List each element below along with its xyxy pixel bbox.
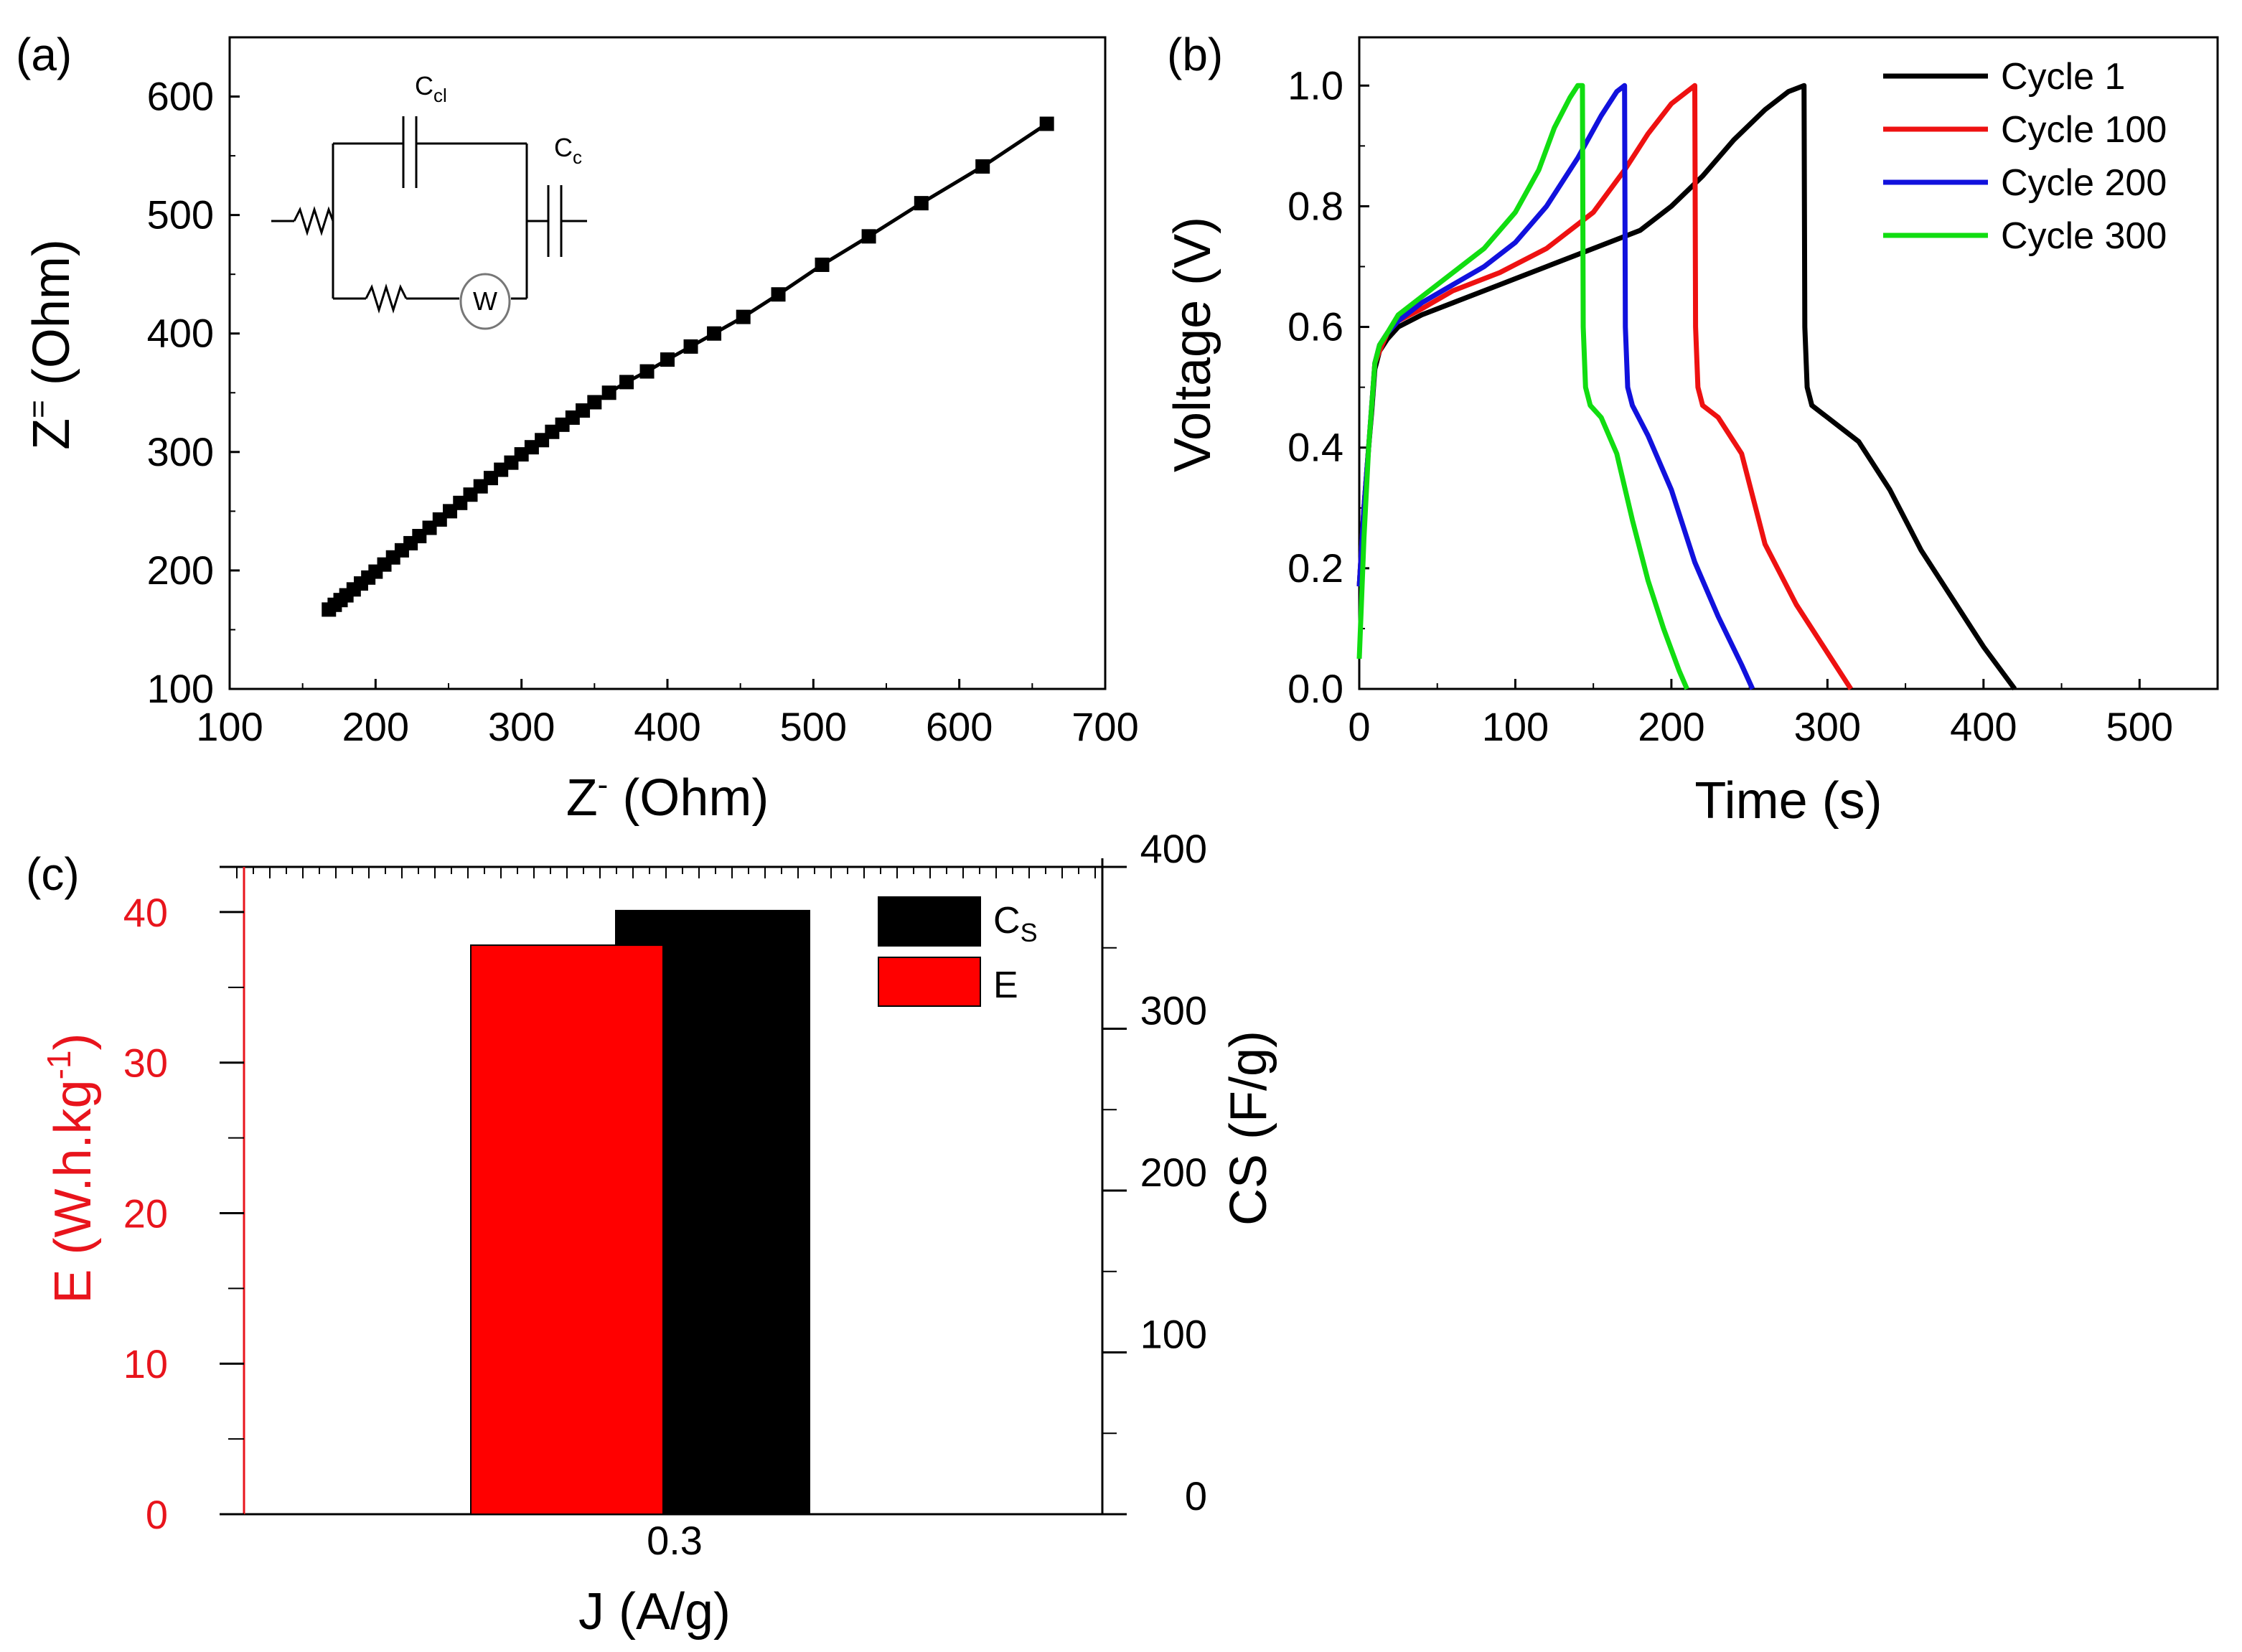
x-tick-label: 100 — [1482, 704, 1549, 749]
left-tick-label: 10 — [123, 1341, 168, 1386]
legend-e-swatch — [878, 957, 981, 1007]
y-tick-label: 0.8 — [1287, 183, 1343, 228]
right-tick-label: 0 — [1185, 1473, 1207, 1519]
data-point — [736, 309, 751, 324]
right-tick-label: 200 — [1140, 1150, 1207, 1195]
legend-label-cycle-200: Cycle 200 — [2001, 162, 2167, 204]
data-point — [587, 395, 602, 410]
x-tick-label: 400 — [1950, 704, 2017, 749]
panel-b-data-series — [1356, 83, 2017, 691]
left-tick-label: 0 — [146, 1492, 168, 1537]
x-tick-label: 100 — [196, 704, 263, 749]
panel-c-x-axis-title: J (A/g) — [578, 1583, 731, 1641]
data-point — [601, 385, 616, 400]
legend-label-cycle-100: Cycle 100 — [2001, 109, 2167, 151]
y-tick-label: 100 — [147, 666, 214, 711]
panel-b-plot-frame — [1358, 36, 2219, 690]
y-tick-label: 0.6 — [1287, 304, 1343, 349]
data-point — [707, 326, 722, 341]
y-tick-label: 200 — [147, 548, 214, 593]
panel-c-right-axis: 0 100 200 300 400 — [1102, 826, 1207, 1519]
panel-a-y-axis: 100 200 300 400 500 600 — [147, 74, 240, 711]
panel-c-left-axis-title: E (W.h.kg-1) — [40, 1033, 102, 1304]
panel-a-x-axis: 100 200 300 400 500 600 700 — [196, 679, 1139, 749]
data-point — [576, 403, 591, 418]
legend-cs-swatch — [878, 896, 981, 947]
warburg-element-icon — [459, 273, 511, 330]
panel-b-label: (b) — [1167, 29, 1223, 80]
data-point — [683, 339, 698, 354]
data-point — [771, 287, 786, 302]
x-tick-label: 400 — [634, 704, 700, 749]
series-line-cycle-1 — [1356, 83, 2017, 691]
x-tick-label: 500 — [2106, 704, 2173, 749]
right-tick-label: 300 — [1140, 988, 1207, 1033]
left-tick-label: 40 — [123, 890, 168, 935]
series-line-cycle-300 — [1356, 83, 1689, 690]
y-tick-label: 400 — [147, 311, 214, 356]
x-tick-label: 200 — [342, 704, 409, 749]
resistor-series-icon — [293, 205, 334, 237]
x-tick-label: 300 — [1794, 704, 1861, 749]
panel-b-y-axis: 0.0 0.2 0.4 0.6 0.8 1.0 — [1287, 62, 1369, 711]
y-tick-label: 600 — [147, 74, 214, 119]
panel-c-bars — [470, 909, 810, 1516]
y-tick-label: 1.0 — [1287, 62, 1343, 108]
panel-b-y-axis-title: Voltage (V) — [1164, 217, 1221, 472]
panel-b-legend: Cycle 1 Cycle 100 Cycle 200 Cycle 300 — [1883, 56, 2167, 257]
y-tick-label: 0.4 — [1287, 425, 1343, 470]
panel-b-x-axis-title: Time (s) — [1694, 772, 1882, 830]
panel-c-x-tick-label: 0.3 — [647, 1518, 703, 1563]
panel-c-label: (c) — [26, 848, 80, 900]
x-tick-label: 500 — [780, 704, 847, 749]
data-point — [1039, 116, 1054, 131]
series-line-cycle-100 — [1356, 83, 1853, 690]
nyquist-line — [327, 122, 1049, 611]
left-tick-label: 30 — [123, 1041, 168, 1086]
y-tick-label: 0.0 — [1287, 666, 1343, 711]
data-point — [815, 257, 830, 272]
equivalent-circuit-inset — [271, 116, 587, 330]
panel-a-x-axis-title: Z- (Ohm) — [566, 767, 769, 827]
data-point — [975, 159, 990, 174]
data-point — [914, 196, 929, 211]
panel-a-label: (a) — [16, 29, 72, 80]
legend-label-cycle-300: Cycle 300 — [2001, 215, 2167, 257]
right-tick-label: 400 — [1140, 826, 1207, 871]
right-tick-label: 100 — [1140, 1312, 1207, 1357]
panel-b-charge-discharge-chart: (b) 0 100 200 300 400 500 0.00.20.40.60.81.0 … — [1164, 29, 2219, 830]
panel-a-data-series — [322, 116, 1054, 617]
x-tick-label: 300 — [488, 704, 555, 749]
x-tick-label: 600 — [926, 704, 993, 749]
x-tick-label: 0 — [1348, 704, 1370, 749]
panel-c-left-axis: 0 10 20 30 40 — [123, 890, 244, 1537]
resistor-parallel-icon — [365, 283, 408, 314]
y-tick-label: 500 — [147, 192, 214, 238]
panel-a-impedance-chart: (a) 100 200 300 400 500 600 700 100 200 300 400 50… — [16, 29, 1139, 827]
data-point — [861, 229, 876, 244]
legend-cs-label: CS — [993, 900, 1038, 947]
capacitor-c-label: Cc — [554, 133, 582, 168]
x-tick-label: 200 — [1638, 704, 1704, 749]
capacitor-cl-label: Ccl — [415, 71, 447, 106]
panel-b-x-axis: 0 100 200 300 400 500 — [1348, 679, 2173, 749]
panel-c-top-minor-ticks — [236, 867, 1096, 878]
x-tick-label: 700 — [1071, 704, 1138, 749]
panel-c-right-axis-title: CS (F/g) — [1220, 1031, 1277, 1226]
data-point — [619, 375, 634, 390]
left-tick-label: 20 — [123, 1191, 168, 1236]
y-tick-label: 0.2 — [1287, 545, 1343, 591]
y-tick-label: 300 — [147, 429, 214, 474]
legend-label-cycle-1: Cycle 1 — [2001, 56, 2125, 98]
bar-e — [470, 944, 664, 1516]
warburg-label: W — [473, 286, 497, 316]
data-point — [639, 364, 655, 379]
legend-e-label: E — [993, 965, 1018, 1006]
panel-a-y-axis-title: Z= (Ohm) — [21, 239, 80, 450]
data-point — [660, 352, 675, 367]
